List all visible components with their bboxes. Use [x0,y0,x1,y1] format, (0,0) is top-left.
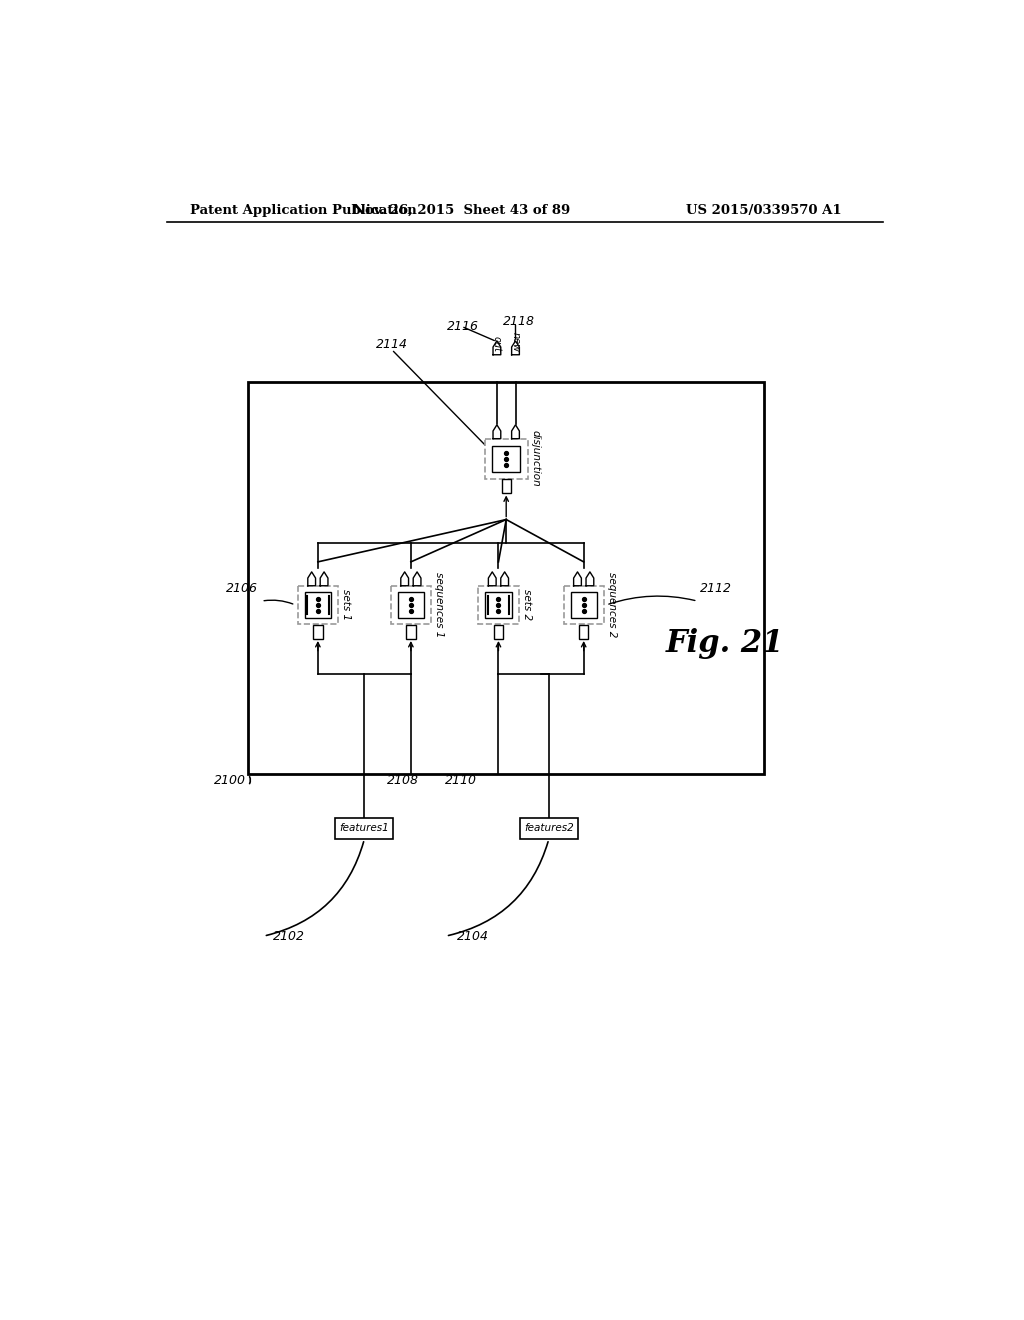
Text: disjunction: disjunction [530,430,541,487]
Bar [494,626,503,639]
Polygon shape [501,572,509,586]
Bar [313,626,323,639]
Text: 2100: 2100 [214,774,246,787]
Polygon shape [512,341,519,355]
Text: 2116: 2116 [446,319,479,333]
Bar [563,586,604,624]
Polygon shape [586,572,594,586]
Polygon shape [400,572,409,586]
Bar [407,626,416,639]
Text: 2104: 2104 [457,929,488,942]
Polygon shape [493,425,501,438]
Bar [570,593,597,618]
Polygon shape [573,572,582,586]
Text: 2118: 2118 [504,315,536,329]
Bar [397,593,424,618]
Text: US 2015/0339570 A1: US 2015/0339570 A1 [686,205,842,218]
Bar [502,479,511,492]
Bar [579,626,589,639]
Text: 2108: 2108 [387,774,419,787]
Text: sequences 2: sequences 2 [607,573,616,638]
Polygon shape [512,425,519,438]
Bar [493,446,520,471]
Text: sets 2: sets 2 [521,590,531,620]
Text: features1: features1 [340,824,389,833]
Text: Patent Application Publication: Patent Application Publication [190,205,417,218]
Bar [485,438,527,479]
Bar [391,586,431,624]
Bar [478,586,518,624]
Text: 2110: 2110 [445,774,477,787]
Polygon shape [321,572,328,586]
Bar [520,817,578,840]
Text: 2114: 2114 [376,338,408,351]
Bar [248,381,764,775]
Polygon shape [493,341,501,355]
Bar [298,586,338,624]
Text: Nov. 26, 2015  Sheet 43 of 89: Nov. 26, 2015 Sheet 43 of 89 [352,205,570,218]
Text: 2106: 2106 [226,582,258,594]
Text: Fig. 21: Fig. 21 [666,628,784,659]
Bar [305,593,331,618]
Polygon shape [414,572,421,586]
Text: sequences 1: sequences 1 [434,573,444,638]
Text: 2102: 2102 [273,929,305,942]
Polygon shape [488,572,496,586]
Text: 2112: 2112 [700,582,732,594]
Text: new: new [511,333,520,352]
Bar [335,817,393,840]
Polygon shape [308,572,315,586]
Text: out: out [492,337,502,352]
Text: sets 1: sets 1 [341,590,351,620]
Bar [485,593,512,618]
Text: features2: features2 [524,824,573,833]
